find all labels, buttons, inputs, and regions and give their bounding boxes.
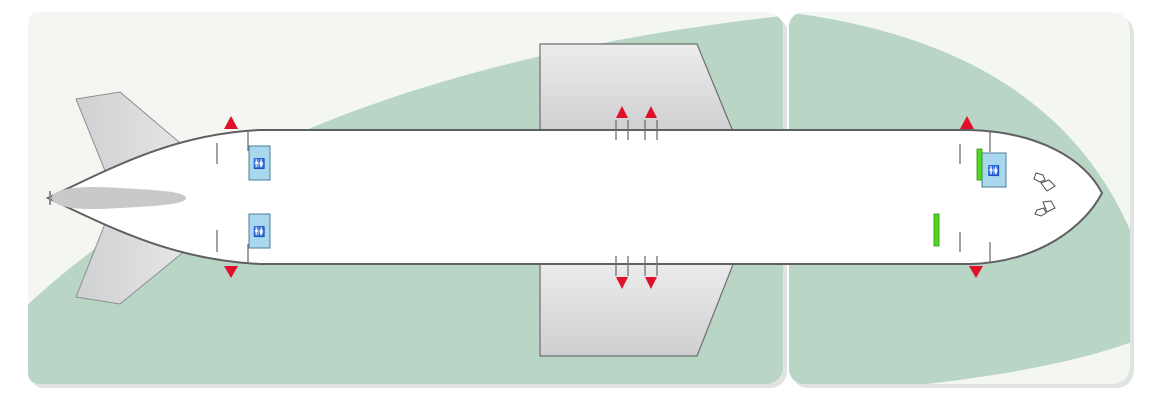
wings [539, 43, 735, 357]
exit-wing-top-1-icon [616, 106, 628, 118]
cockpit-seat-icon [1040, 179, 1056, 192]
exit-wing-bottom-1-icon [616, 277, 628, 289]
cockpit-seat-icon [1034, 207, 1047, 217]
exit-wing-bottom-2-icon [645, 277, 657, 289]
restroom-person-icon: 🚻 [253, 157, 265, 170]
galleys [933, 148, 983, 247]
tail-cone [52, 186, 186, 210]
exit-front-left-icon [960, 116, 974, 129]
fuselage [45, 129, 1104, 265]
exit-rear-left-icon [224, 116, 238, 129]
exit-rear-right-icon [224, 266, 238, 278]
exit-wing-top-2-icon [645, 106, 657, 118]
lavatory-rear-left: 🚻 [248, 145, 271, 181]
exit-arrows [224, 106, 983, 289]
galley-front-left [976, 148, 983, 181]
cockpit [1033, 172, 1056, 217]
cockpit-seat-icon [1033, 172, 1046, 183]
door-markers [216, 120, 991, 276]
restroom-person-icon: 🚻 [253, 225, 265, 238]
cockpit-seat-icon [1042, 200, 1056, 213]
restroom-person-icon: 🚻 [988, 164, 1000, 177]
galley-front-right [933, 213, 940, 247]
exit-front-right-icon [969, 266, 983, 278]
lavatories: 🚻 🚻 🚻 [248, 145, 1007, 249]
lavatory-rear-right: 🚻 [248, 213, 271, 249]
lavatory-front: 🚻 [981, 152, 1007, 188]
